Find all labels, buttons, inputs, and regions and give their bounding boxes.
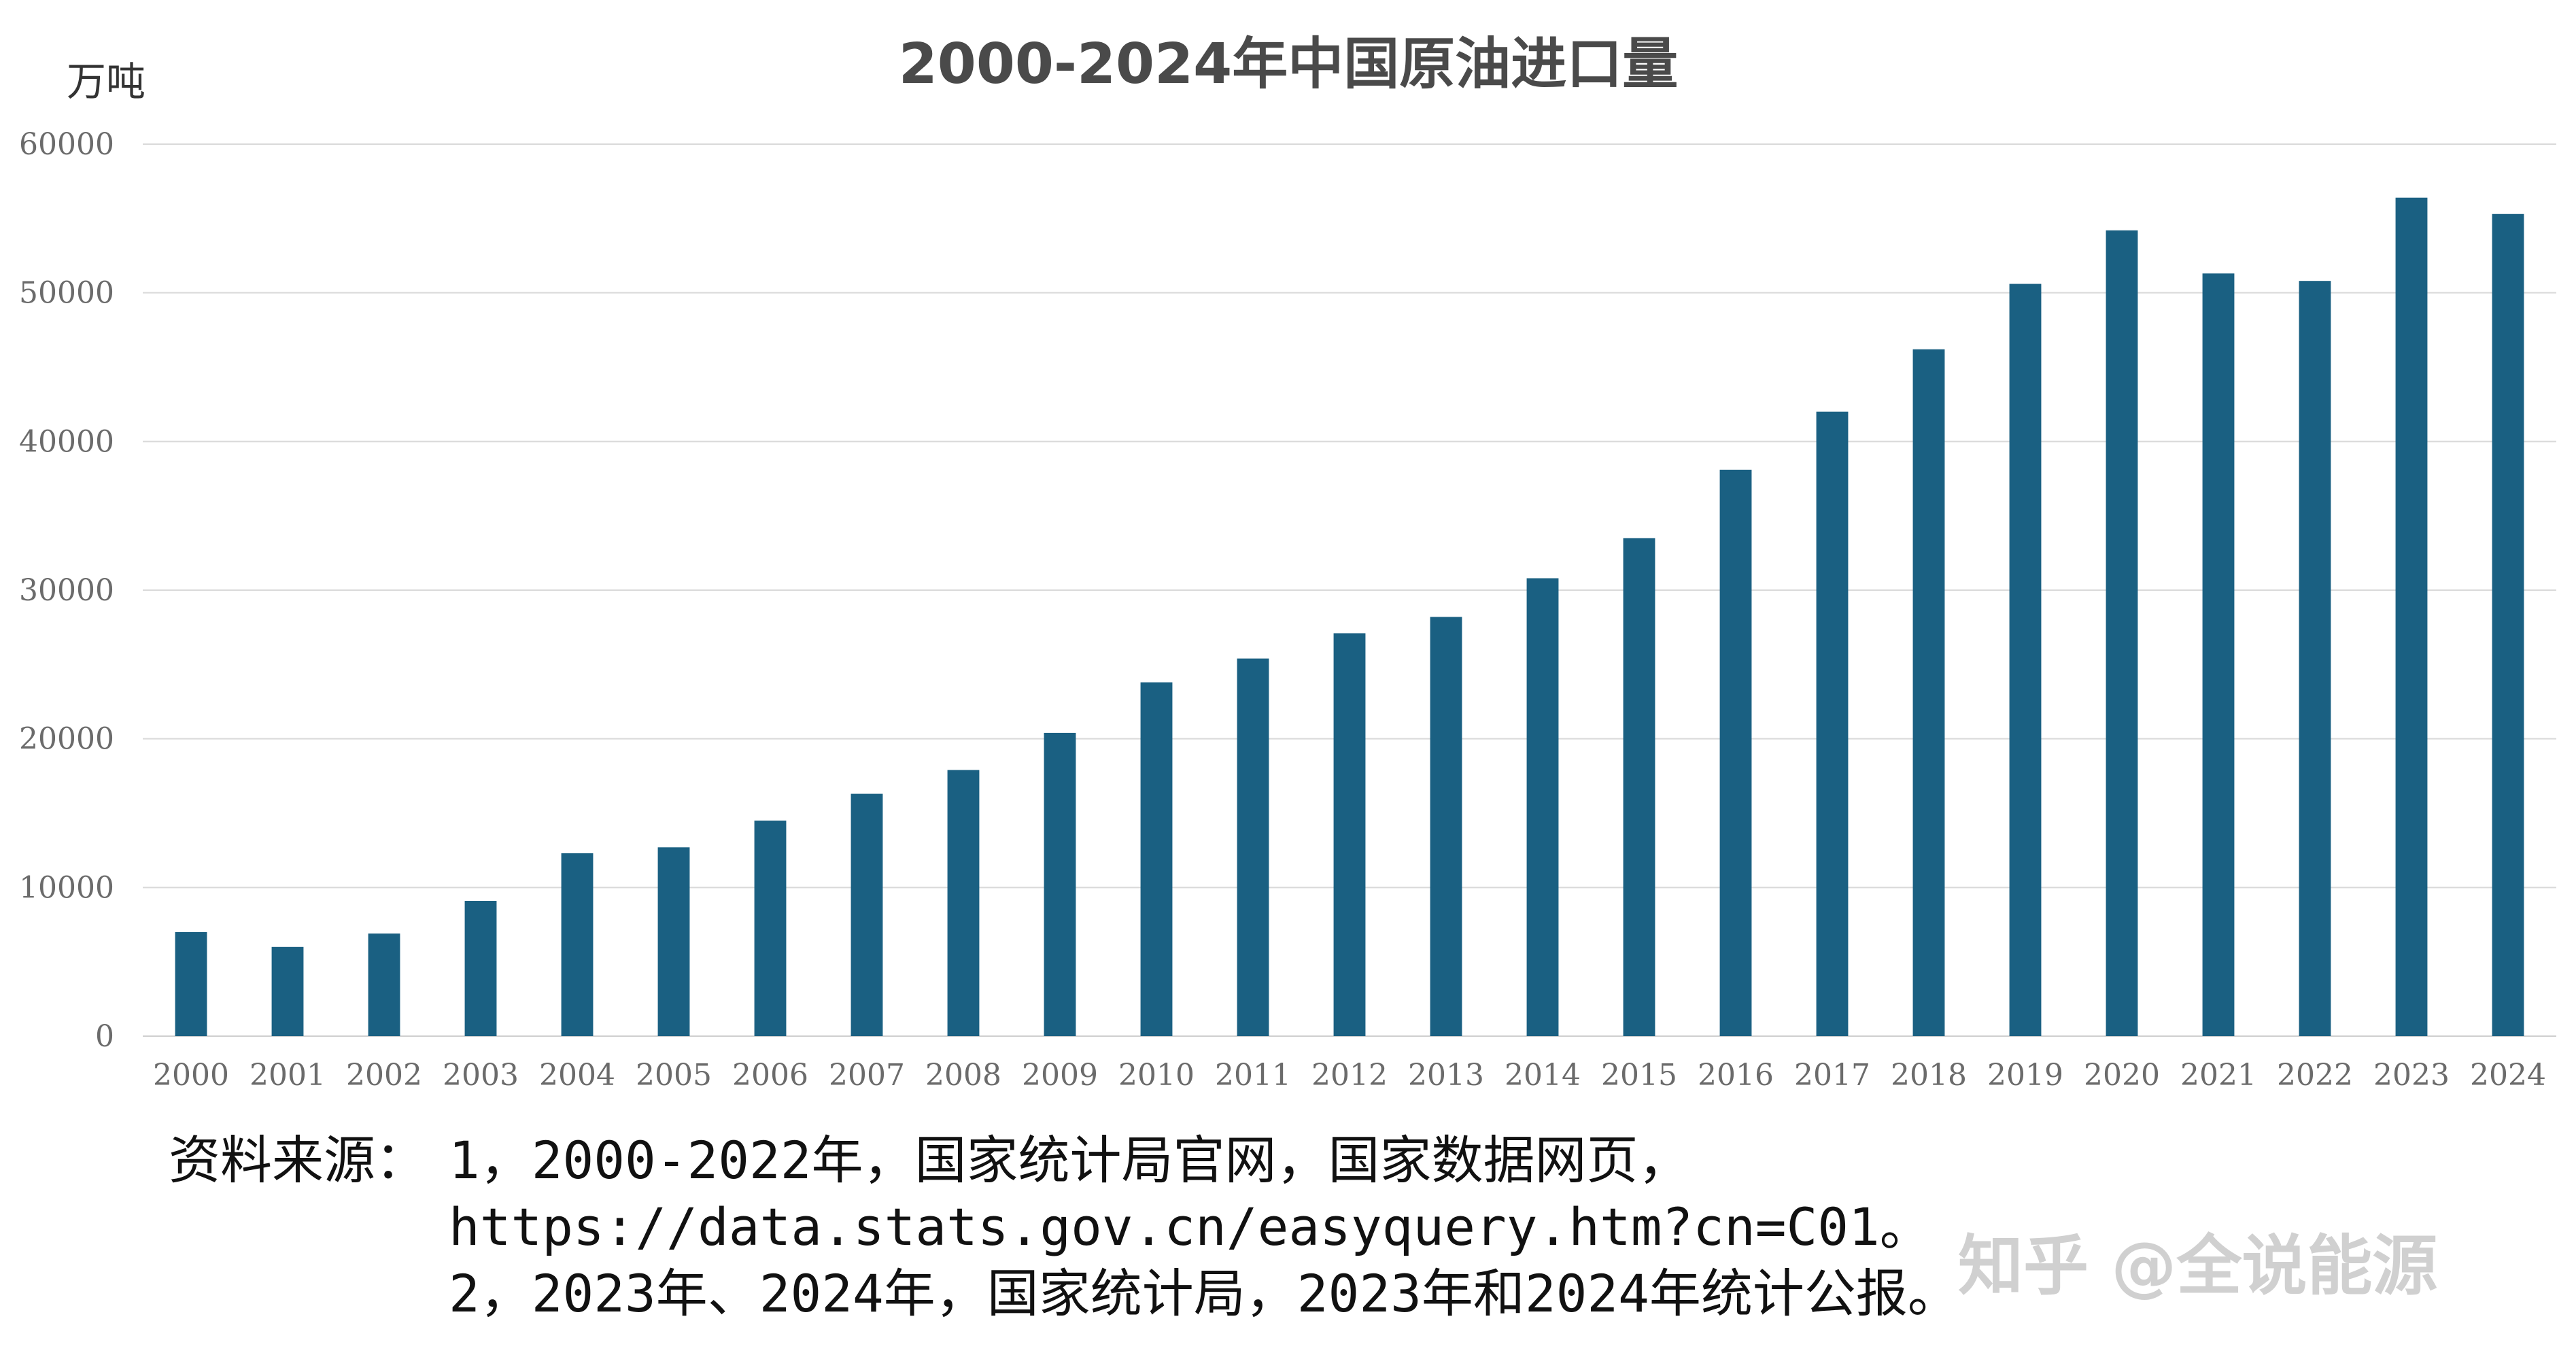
y-tick-label: 50000	[19, 276, 114, 311]
y-tick-label: 60000	[19, 127, 114, 162]
source-indent	[169, 1260, 449, 1327]
x-tick-label: 2018	[1891, 1058, 1967, 1093]
x-tick-label: 2023	[2373, 1058, 2450, 1093]
x-tick-label: 2021	[2180, 1058, 2256, 1093]
x-tick-label: 2013	[1408, 1058, 1484, 1093]
bar-2002	[368, 933, 400, 1036]
y-axis-unit-label: 万吨	[67, 58, 145, 105]
bar-2023	[2395, 197, 2428, 1037]
source-line-3: 2，2023年、2024年，国家统计局，2023年和2024年统计公报。	[449, 1263, 1959, 1324]
bar-2001	[271, 946, 304, 1036]
y-axis-ticks: 0 10000 20000 30000 40000 50000 60000	[19, 127, 114, 1054]
x-tick-label: 2011	[1215, 1058, 1291, 1093]
bar-2013	[1430, 617, 1462, 1036]
bar-2007	[851, 793, 883, 1036]
bar-2011	[1237, 658, 1269, 1036]
bar-2016	[1719, 469, 1752, 1036]
x-tick-label: 2007	[829, 1058, 905, 1093]
x-tick-label: 2014	[1505, 1058, 1581, 1093]
y-tick-label: 40000	[19, 424, 114, 459]
y-tick-label: 10000	[19, 870, 114, 905]
bar-2003	[464, 901, 497, 1036]
x-tick-label: 2012	[1311, 1058, 1388, 1093]
bar-2022	[2299, 281, 2331, 1036]
bar-2018	[1912, 349, 1945, 1036]
chart-title: 2000-2024年中国原油进口量	[899, 32, 1678, 97]
y-tick-label: 0	[95, 1019, 114, 1054]
bar-2006	[754, 820, 787, 1036]
x-tick-label: 2015	[1601, 1058, 1677, 1093]
x-tick-label: 2010	[1118, 1058, 1195, 1093]
x-tick-label: 2008	[925, 1058, 1001, 1093]
x-tick-label: 2005	[636, 1058, 712, 1093]
bar-2005	[657, 847, 690, 1036]
x-tick-label: 2017	[1794, 1058, 1870, 1093]
x-tick-label: 2006	[732, 1058, 808, 1093]
bar-2015	[1623, 538, 1655, 1036]
bar-2012	[1333, 633, 1366, 1036]
x-tick-label: 2009	[1022, 1058, 1098, 1093]
y-tick-label: 30000	[19, 573, 114, 608]
bar-2019	[2009, 284, 2042, 1037]
bar-2017	[1816, 411, 1849, 1036]
x-tick-label: 2024	[2470, 1058, 2546, 1093]
bar-2014	[1526, 578, 1559, 1036]
bar-2004	[561, 853, 594, 1036]
bar-2000	[175, 931, 207, 1036]
bars	[175, 197, 2524, 1037]
bar-2008	[947, 770, 980, 1036]
bar-2020	[2106, 230, 2138, 1036]
source-line-2: https://data.stats.gov.cn/easyquery.htm?…	[449, 1197, 1931, 1257]
bar-2009	[1044, 732, 1076, 1036]
bar-2024	[2492, 213, 2524, 1037]
y-tick-label: 20000	[19, 722, 114, 757]
source-line-1: 1，2000-2022年，国家统计局官网，国家数据网页，	[449, 1130, 1690, 1190]
source-prefix: 资料来源：	[169, 1130, 427, 1190]
bar-2010	[1140, 682, 1173, 1036]
x-tick-label: 2002	[346, 1058, 422, 1093]
x-tick-label: 2004	[539, 1058, 615, 1093]
x-tick-label: 2016	[1698, 1058, 1774, 1093]
x-tick-label: 2001	[250, 1058, 326, 1093]
source-note: 资料来源： 1，2000-2022年，国家统计局官网，国家数据网页， https:…	[169, 1127, 1959, 1327]
bar-2021	[2202, 273, 2235, 1036]
x-tick-label: 2003	[443, 1058, 519, 1093]
source-indent	[169, 1194, 449, 1260]
x-axis-ticks: 2000 2001 2002 2003 2004 2005 2006 2007 2008 2009…	[153, 1058, 2546, 1093]
watermark: 知乎 @全说能源	[1958, 1228, 2438, 1304]
x-tick-label: 2019	[1987, 1058, 2063, 1093]
x-tick-label: 2022	[2277, 1058, 2353, 1093]
x-tick-label: 2000	[153, 1058, 229, 1093]
x-tick-label: 2020	[2084, 1058, 2160, 1093]
